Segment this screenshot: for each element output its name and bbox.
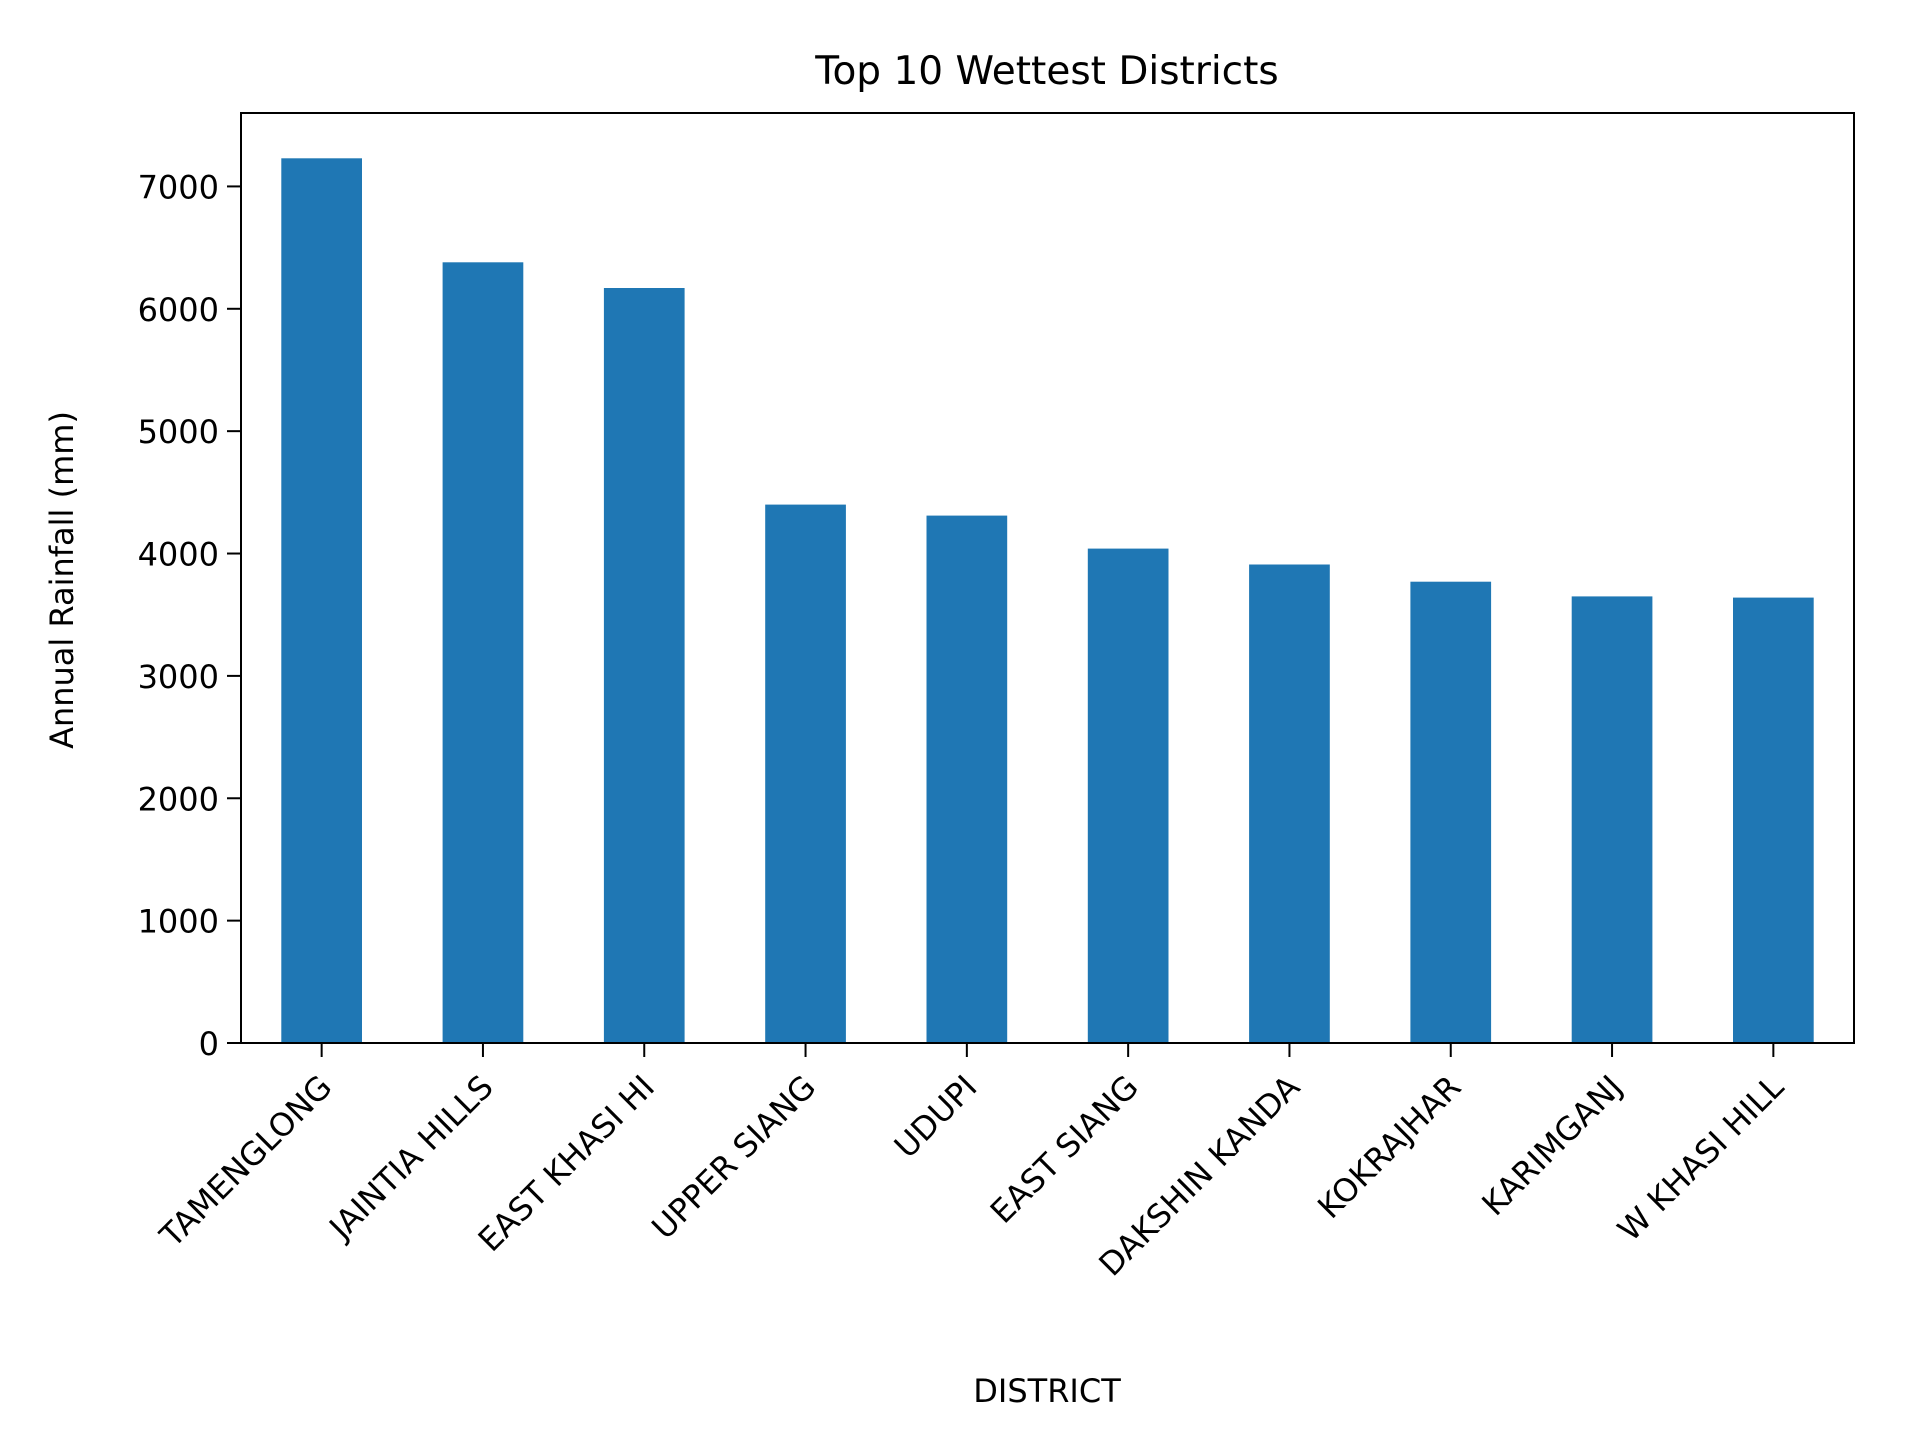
x-tick-label-8: KARIMGANJ bbox=[1474, 1068, 1629, 1223]
y-tick-label-7: 7000 bbox=[138, 168, 219, 206]
bar-6 bbox=[1249, 564, 1330, 1043]
y-tick-label-3: 3000 bbox=[138, 658, 219, 696]
y-tick-label-5: 5000 bbox=[138, 413, 219, 451]
bar-4 bbox=[926, 515, 1008, 1043]
y-tick-label-6: 6000 bbox=[138, 291, 219, 329]
x-tick-label-3: UPPER SIANG bbox=[644, 1068, 823, 1247]
x-tick-label-5: EAST SIANG bbox=[983, 1068, 1146, 1231]
y-tick-label-1: 1000 bbox=[138, 903, 219, 941]
bar-9 bbox=[1733, 597, 1814, 1043]
bar-3 bbox=[765, 504, 846, 1044]
y-tick-label-4: 4000 bbox=[138, 536, 219, 574]
bar-0 bbox=[281, 158, 362, 1044]
x-tick-label-9: W KHASI HILL bbox=[1610, 1068, 1791, 1249]
bar-1 bbox=[442, 262, 524, 1043]
bar-5 bbox=[1087, 548, 1169, 1043]
x-axis-label: DISTRICT bbox=[973, 1372, 1121, 1410]
bar-8 bbox=[1571, 596, 1653, 1043]
x-tick-label-1: JAINTIA HILLS bbox=[321, 1068, 501, 1248]
bars-layer bbox=[281, 158, 1814, 1044]
y-tick-label-0: 0 bbox=[199, 1025, 219, 1063]
x-tick-label-4: UDUPI bbox=[887, 1068, 985, 1166]
y-tick-label-2: 2000 bbox=[138, 780, 219, 818]
bar-7 bbox=[1410, 581, 1492, 1043]
x-tick-label-7: KOKRAJHAR bbox=[1310, 1068, 1468, 1226]
x-tick-label-2: EAST KHASI HI bbox=[471, 1068, 662, 1259]
y-axis-ticks: 0 1000 2000 3000 4000 5000 6000 7000 bbox=[138, 168, 241, 1063]
y-axis-label: Annual Rainfall (mm) bbox=[43, 411, 81, 749]
x-tick-label-0: TAMENGLONG bbox=[152, 1068, 339, 1255]
chart-title: Top 10 Wettest Districts bbox=[814, 49, 1279, 94]
bar-2 bbox=[603, 288, 685, 1043]
plot-frame bbox=[240, 112, 1855, 1044]
